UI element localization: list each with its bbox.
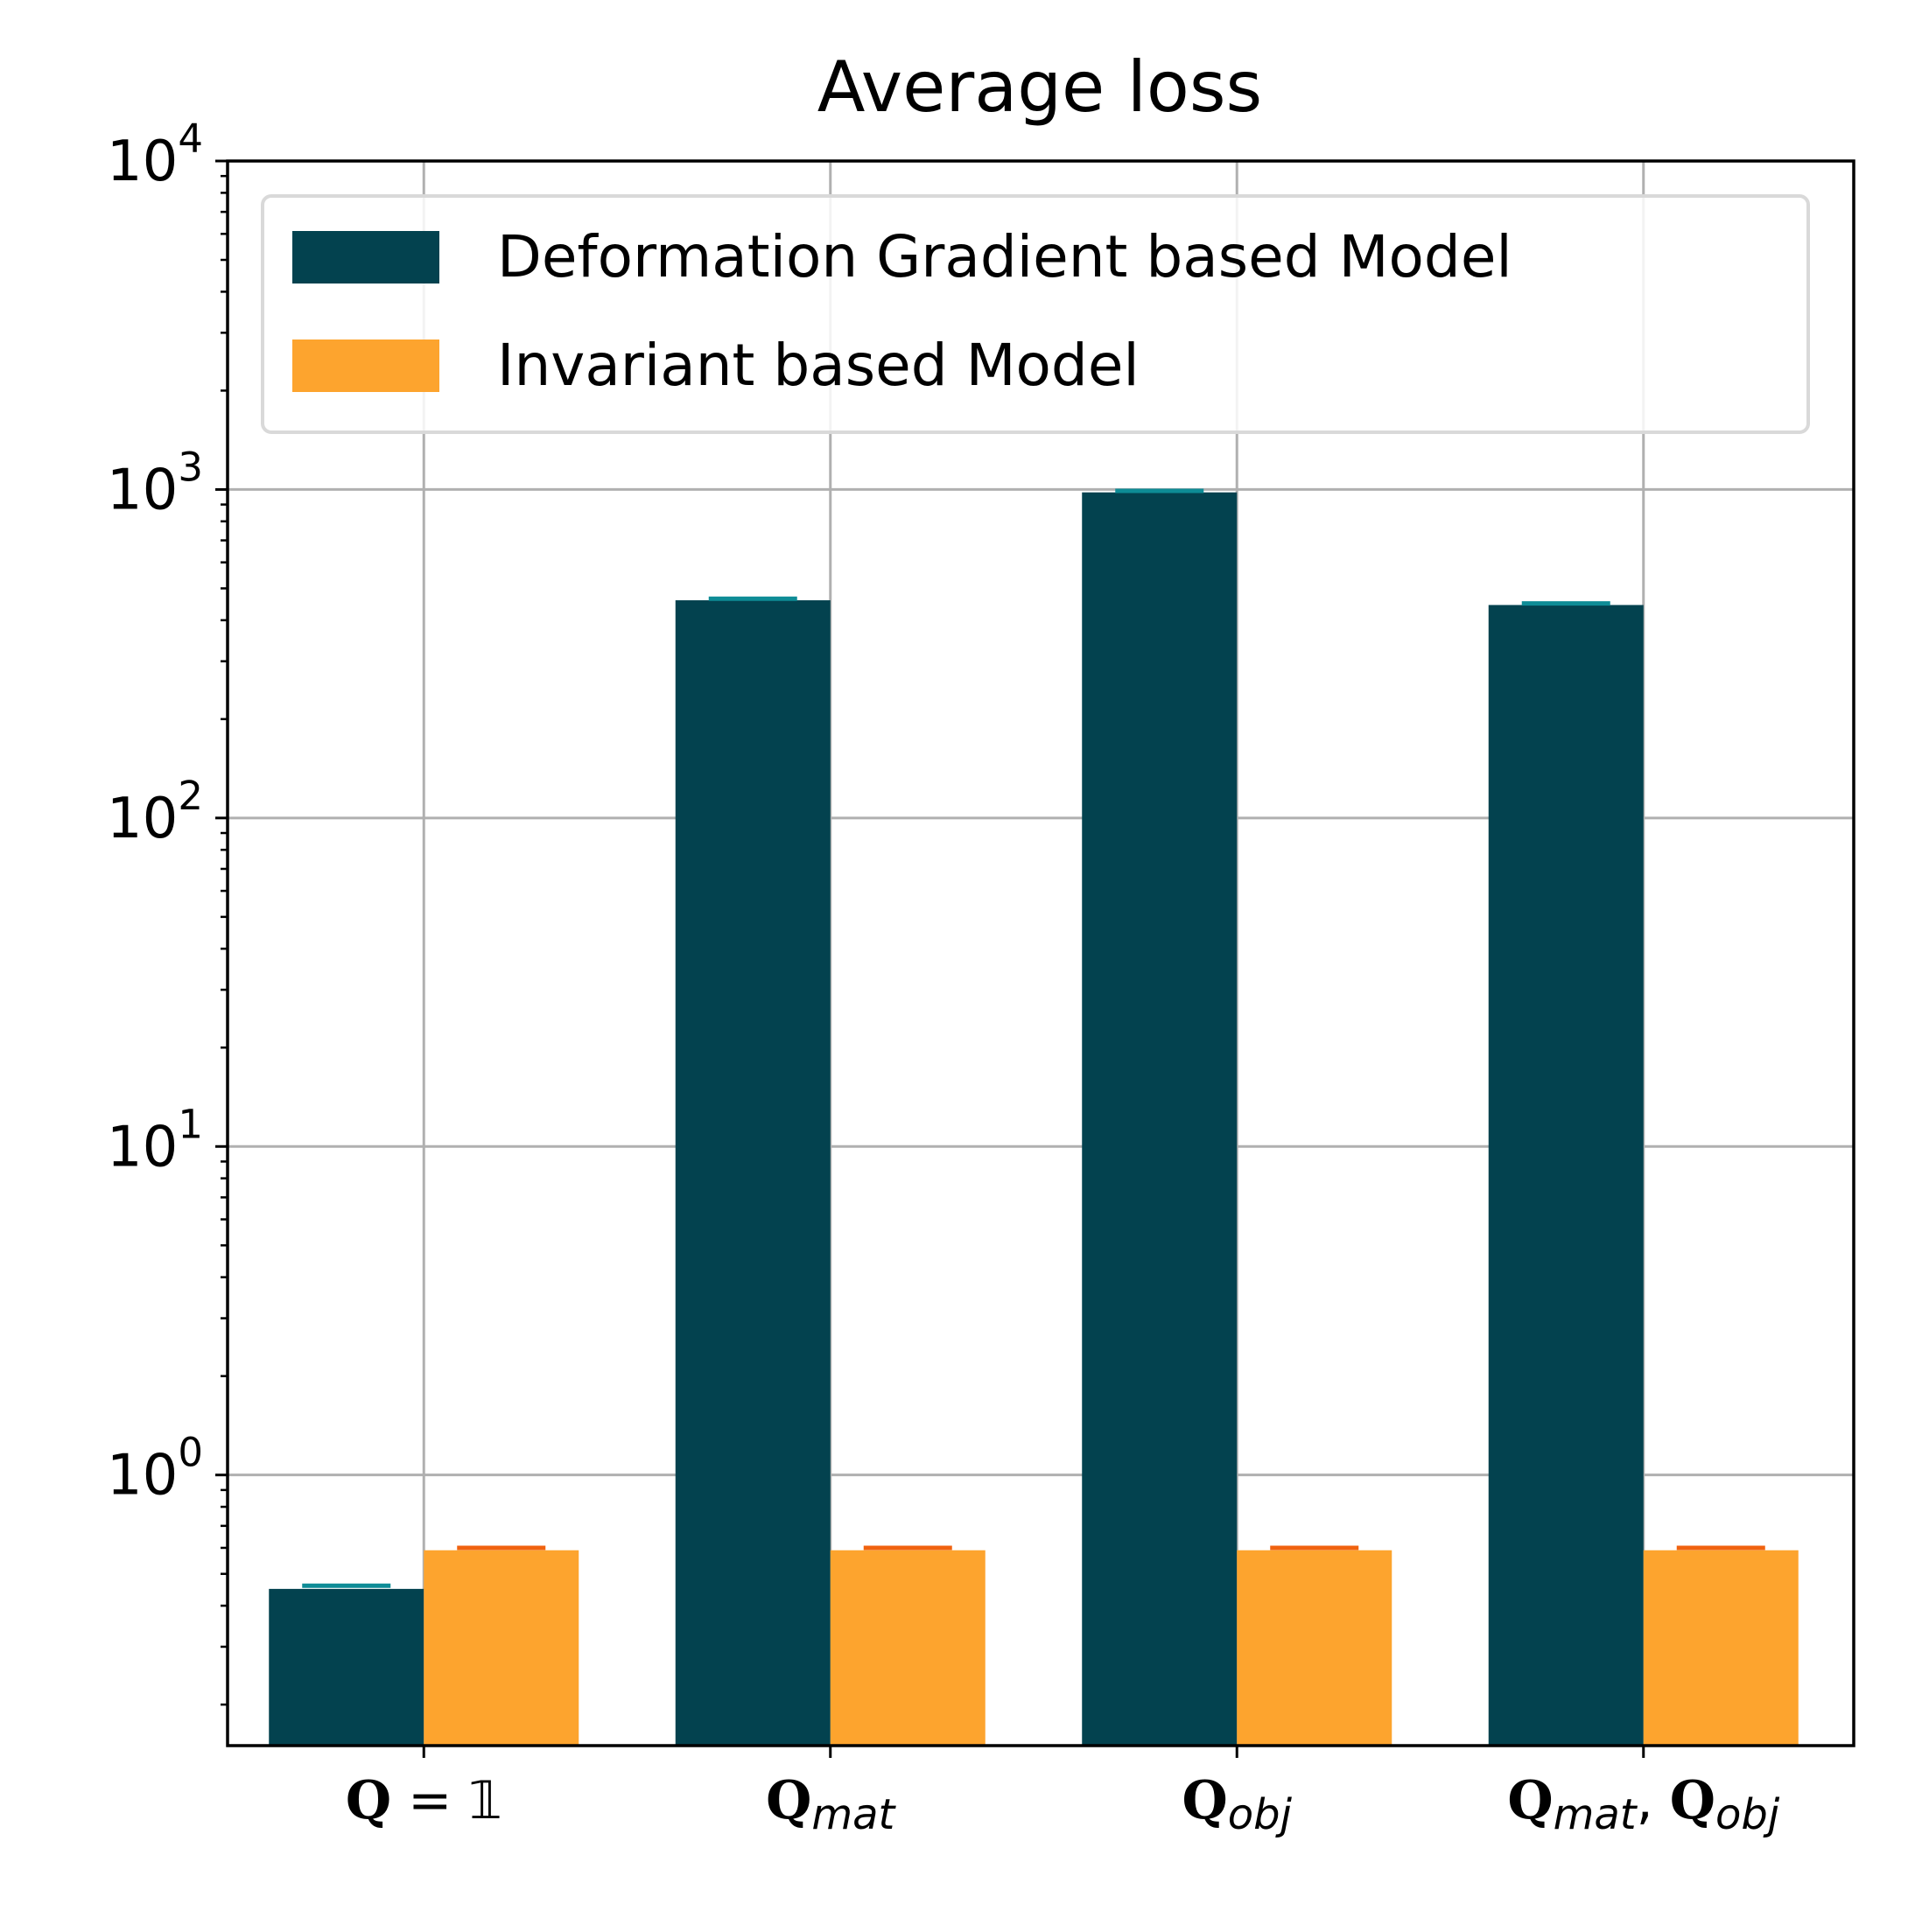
bar-invariant bbox=[1237, 1550, 1392, 1746]
x-label-base: Q bbox=[766, 1770, 811, 1831]
axes bbox=[215, 159, 1855, 1758]
x-label-subscript: obj bbox=[1715, 1790, 1780, 1839]
x-tick-label: Qmat, Qobj bbox=[1507, 1770, 1780, 1839]
y-tick-label: 102 bbox=[107, 773, 203, 851]
x-tick-label: Q = 𝟙 bbox=[346, 1770, 502, 1831]
plot-frame bbox=[226, 159, 1855, 1747]
bar-deformation bbox=[675, 600, 831, 1746]
bar-deformation bbox=[1082, 492, 1238, 1746]
x-tick-label: Qobj bbox=[1182, 1770, 1293, 1839]
x-label-base: Q bbox=[1670, 1770, 1715, 1831]
legend-label: Deformation Gradient based Model bbox=[497, 223, 1512, 290]
x-label-subscript: obj bbox=[1228, 1790, 1293, 1839]
bar-deformation bbox=[1488, 605, 1644, 1746]
x-label-suffix: , bbox=[1637, 1770, 1670, 1831]
y-tick-exponent: 2 bbox=[178, 773, 203, 819]
bar-deformation bbox=[269, 1588, 424, 1746]
x-label-subscript: mat bbox=[811, 1790, 896, 1839]
bar-invariant bbox=[1643, 1550, 1799, 1746]
x-label-base: Q bbox=[1507, 1770, 1553, 1831]
y-tick-exponent: 0 bbox=[178, 1430, 203, 1476]
legend: Deformation Gradient based Model Invarian… bbox=[261, 194, 1810, 434]
y-tick-label: 104 bbox=[107, 116, 203, 194]
bar-invariant bbox=[830, 1550, 986, 1746]
x-label-subscript: mat bbox=[1554, 1790, 1638, 1839]
bar-invariant bbox=[424, 1550, 579, 1746]
y-tick-exponent: 3 bbox=[178, 444, 203, 490]
y-tick-label: 100 bbox=[107, 1430, 203, 1508]
x-tick-label: Qmat bbox=[766, 1770, 896, 1839]
x-label-base: Q bbox=[346, 1770, 391, 1831]
y-tick-exponent: 4 bbox=[178, 116, 203, 162]
y-tick-label: 101 bbox=[107, 1101, 203, 1180]
legend-box bbox=[261, 194, 1810, 434]
legend-label: Invariant based Model bbox=[497, 332, 1140, 399]
chart-title: Average loss bbox=[817, 46, 1262, 128]
bars bbox=[269, 488, 1799, 1746]
y-tick-label: 103 bbox=[107, 444, 203, 522]
y-tick-exponent: 1 bbox=[178, 1101, 203, 1147]
x-label-suffix: = 𝟙 bbox=[391, 1770, 502, 1831]
x-label-base: Q bbox=[1182, 1770, 1228, 1831]
legend-swatch bbox=[292, 340, 439, 392]
legend-swatch bbox=[292, 231, 439, 284]
